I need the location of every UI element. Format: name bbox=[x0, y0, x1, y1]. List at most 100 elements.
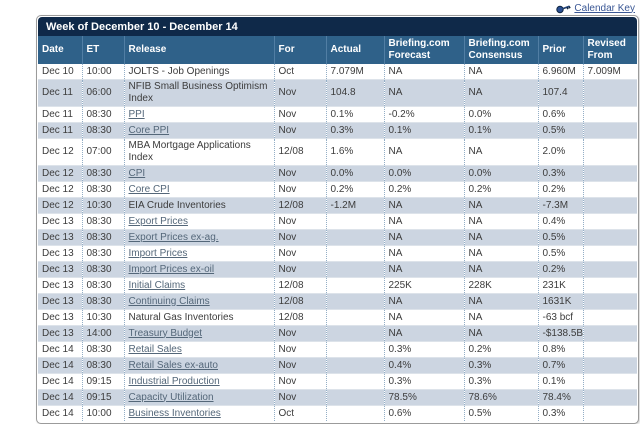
cell-forecast: 0.3% bbox=[383, 373, 464, 390]
release-link[interactable]: Capacity Utilization bbox=[128, 391, 214, 403]
cell-revised bbox=[582, 277, 637, 294]
cell-revised bbox=[582, 389, 637, 406]
release-link[interactable]: Retail Sales bbox=[128, 343, 182, 355]
cell-date: Dec 12 bbox=[38, 197, 82, 214]
cell-forecast: 78.5% bbox=[383, 389, 464, 406]
key-icon bbox=[556, 4, 572, 13]
release-link[interactable]: Export Prices ex-ag. bbox=[128, 231, 219, 243]
cell-consensus: 0.2% bbox=[463, 181, 538, 198]
cell-for: Nov bbox=[273, 229, 326, 246]
release-link[interactable]: Continuing Claims bbox=[128, 295, 210, 307]
cell-revised bbox=[582, 341, 637, 358]
table-row: Dec 14 08:30 Retail Sales Nov 0.3% 0.2% 0.8% bbox=[38, 341, 637, 358]
economic-calendar-table: Date ET Release For Actual Briefing.com … bbox=[38, 36, 637, 421]
cell-et: 07:00 bbox=[81, 138, 124, 166]
table-row: Dec 13 08:30 Continuing Claims 12/08 NA NA 163… bbox=[38, 293, 637, 310]
cell-consensus: 0.3% bbox=[463, 357, 538, 374]
cell-consensus: NA bbox=[463, 229, 538, 246]
cell-consensus: NA bbox=[463, 309, 538, 326]
cell-for: Nov bbox=[273, 245, 326, 262]
cell-prior: -$138.5B bbox=[537, 325, 583, 342]
cell-consensus: 0.5% bbox=[463, 405, 538, 421]
cell-forecast: NA bbox=[383, 213, 464, 230]
week-title: Week of December 10 - December 14 bbox=[38, 17, 637, 36]
cell-actual: 0.1% bbox=[325, 106, 384, 123]
cell-prior: 0.5% bbox=[537, 122, 583, 139]
cell-for: Nov bbox=[273, 106, 326, 123]
cell-for: Nov bbox=[273, 261, 326, 278]
release-link[interactable]: Business Inventories bbox=[128, 407, 221, 419]
cell-for: Oct bbox=[273, 64, 326, 80]
release-link[interactable]: PPI bbox=[128, 108, 145, 120]
release-link[interactable]: Industrial Production bbox=[128, 375, 220, 387]
cell-revised bbox=[582, 245, 637, 262]
cell-et: 08:30 bbox=[81, 165, 124, 182]
release-link[interactable]: CPI bbox=[128, 167, 146, 179]
release-link[interactable]: Export Prices bbox=[128, 215, 188, 227]
cell-actual bbox=[325, 293, 384, 310]
cell-for: 12/08 bbox=[273, 309, 326, 326]
cell-prior: 0.4% bbox=[537, 213, 583, 230]
release-link[interactable]: Initial Claims bbox=[128, 279, 186, 291]
cell-actual: 0.0% bbox=[325, 165, 384, 182]
calendar-key[interactable]: Calendar Key bbox=[556, 3, 635, 14]
table-row: Dec 13 14:00 Treasury Budget Nov NA NA -$138.5… bbox=[38, 325, 637, 342]
release-link[interactable]: Treasury Budget bbox=[128, 327, 203, 339]
col-header-release: Release bbox=[123, 36, 274, 64]
cell-date: Dec 13 bbox=[38, 261, 82, 278]
cell-actual: 0.3% bbox=[325, 122, 384, 139]
release-link[interactable]: Core CPI bbox=[128, 183, 170, 195]
col-header-et: ET bbox=[81, 36, 124, 64]
cell-release: Export Prices bbox=[123, 213, 274, 230]
cell-actual bbox=[325, 261, 384, 278]
cell-prior: 0.3% bbox=[537, 165, 583, 182]
cell-et: 08:30 bbox=[81, 277, 124, 294]
release-link[interactable]: Import Prices ex-oil bbox=[128, 263, 215, 275]
cell-release: JOLTS - Job Openings bbox=[123, 64, 274, 80]
cell-prior: 0.7% bbox=[537, 357, 583, 374]
cell-revised bbox=[582, 165, 637, 182]
table-header-row: Date ET Release For Actual Briefing.com … bbox=[38, 36, 637, 64]
cell-for: 12/08 bbox=[273, 138, 326, 166]
cell-revised bbox=[582, 229, 637, 246]
cell-revised bbox=[582, 79, 637, 107]
cell-prior: -63 bcf bbox=[537, 309, 583, 326]
cell-release: Capacity Utilization bbox=[123, 389, 274, 406]
col-header-revised-from: Revised From bbox=[582, 36, 637, 64]
release-link[interactable]: Retail Sales ex-auto bbox=[128, 359, 219, 371]
cell-forecast: -0.2% bbox=[383, 106, 464, 123]
cell-forecast: 225K bbox=[383, 277, 464, 294]
cell-for: Oct bbox=[273, 405, 326, 421]
cell-actual: 0.2% bbox=[325, 181, 384, 198]
cell-revised bbox=[582, 405, 637, 421]
cell-et: 06:00 bbox=[81, 79, 124, 107]
col-header-actual: Actual bbox=[325, 36, 384, 64]
cell-date: Dec 11 bbox=[38, 79, 82, 107]
cell-release: Initial Claims bbox=[123, 277, 274, 294]
release-link[interactable]: Core PPI bbox=[128, 124, 170, 136]
cell-consensus: NA bbox=[463, 213, 538, 230]
table-row: Dec 12 08:30 Core CPI Nov 0.2% 0.2% 0.2% 0.2% bbox=[38, 181, 637, 198]
release-link[interactable]: Import Prices bbox=[128, 247, 188, 259]
cell-consensus: 228K bbox=[463, 277, 538, 294]
cell-forecast: NA bbox=[383, 245, 464, 262]
cell-release: NFIB Small Business Optimism Index bbox=[123, 79, 274, 107]
cell-release: Export Prices ex-ag. bbox=[123, 229, 274, 246]
cell-revised bbox=[582, 325, 637, 342]
cell-date: Dec 12 bbox=[38, 181, 82, 198]
cell-revised bbox=[582, 261, 637, 278]
table-row: Dec 10 10:00 JOLTS - Job Openings Oct 7.079M… bbox=[38, 64, 637, 80]
cell-et: 08:30 bbox=[81, 213, 124, 230]
cell-release: Import Prices ex-oil bbox=[123, 261, 274, 278]
cell-for: 12/08 bbox=[273, 293, 326, 310]
cell-et: 10:00 bbox=[81, 405, 124, 421]
cell-et: 10:00 bbox=[81, 64, 124, 80]
cell-consensus: 0.0% bbox=[463, 106, 538, 123]
calendar-key-link[interactable]: Calendar Key bbox=[574, 2, 635, 14]
cell-actual: 104.8 bbox=[325, 79, 384, 107]
cell-date: Dec 14 bbox=[38, 405, 82, 421]
cell-forecast: NA bbox=[383, 64, 464, 80]
table-row: Dec 13 08:30 Export Prices ex-ag. Nov NA NA 0.… bbox=[38, 229, 637, 246]
cell-for: Nov bbox=[273, 357, 326, 374]
cell-release: Retail Sales ex-auto bbox=[123, 357, 274, 374]
